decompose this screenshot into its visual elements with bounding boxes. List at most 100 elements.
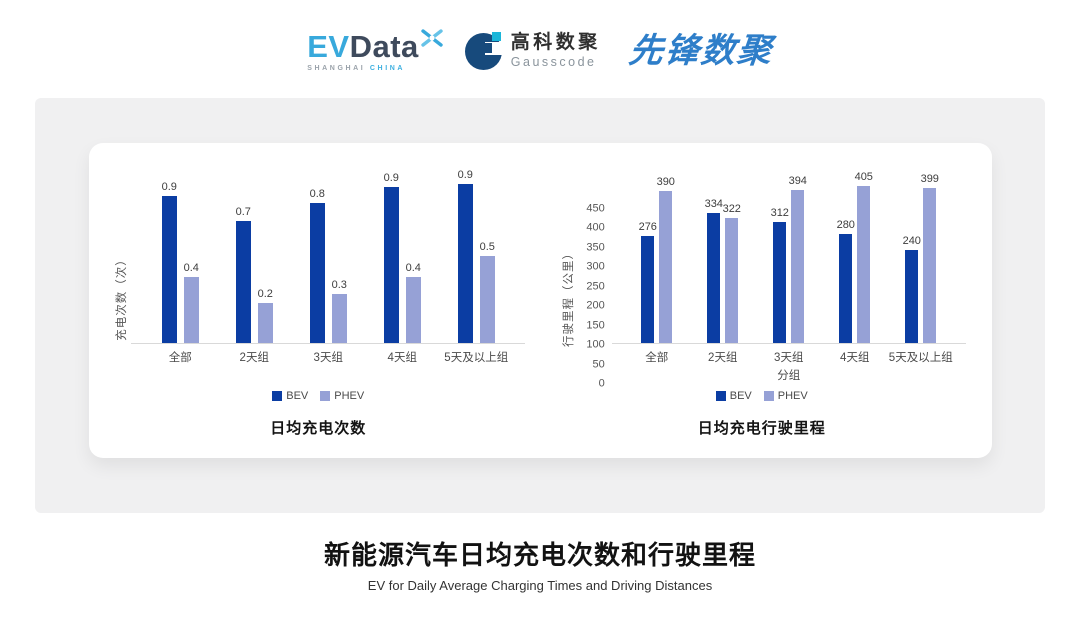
bar-group: 276 390 <box>624 176 690 343</box>
value-label: 334 <box>704 198 723 211</box>
legend: BEV PHEV <box>272 389 364 403</box>
evdata-ev-text: EV <box>307 28 350 64</box>
legend-label: PHEV <box>777 390 808 402</box>
evdata-subtitle: SHANGHAI CHINA <box>307 65 443 72</box>
y-axis-label: 行驶里程（公里） <box>562 246 575 347</box>
x-tick-label: 3天组 <box>774 352 804 364</box>
bar-group: 0.9 0.4 <box>365 172 439 343</box>
x-tick-label: 3天组 <box>313 352 343 364</box>
plot-area: 276 390 334 322 312 394 280 405 240 399 <box>611 169 966 344</box>
legend-label: PHEV <box>334 390 365 402</box>
value-label: 322 <box>722 202 741 215</box>
x-tick-label: 4天组 <box>840 352 870 364</box>
y-tick-label: 0 <box>598 377 605 390</box>
plot-area: 0.9 0.4 0.7 0.2 0.8 0.3 0.9 0.4 0.9 0.5 <box>131 169 526 344</box>
value-label: 0.4 <box>405 261 421 274</box>
value-label: 0.8 <box>309 188 325 200</box>
bar-bev: 280 <box>837 219 855 343</box>
bar-bev: 0.9 <box>458 169 473 343</box>
bar-phev: 0.3 <box>332 279 347 343</box>
g-icon-square <box>481 42 492 53</box>
y-tick-label: 400 <box>586 221 605 234</box>
gausscode-logo: 高科数聚 Gausscode <box>464 31 601 70</box>
bar-bev: 0.8 <box>310 188 325 343</box>
value-label: 0.7 <box>235 205 251 218</box>
legend-item-phev: PHEV <box>320 390 364 402</box>
evdata-data-text: Data <box>349 28 419 64</box>
x-tick-label: 全部 <box>168 352 192 364</box>
bar-phev: 0.5 <box>480 241 495 343</box>
charts-panel: 充电次数（次） 0.9 0.4 0.7 0.2 0.8 0.3 0.9 0.4 0.9 0.5 全部 2… <box>35 98 1045 513</box>
legend-label: BEV <box>729 390 752 402</box>
x-tick-label: 2天组 <box>708 352 738 364</box>
bar-phev: 390 <box>657 176 675 343</box>
gausscode-g-icon <box>464 31 506 70</box>
value-label: 394 <box>788 174 807 187</box>
legend-item-bev: BEV <box>715 390 752 402</box>
x-tick-label: 5天及以上组 <box>888 352 953 364</box>
bar-group: 334 322 <box>690 198 756 343</box>
value-label: 0.9 <box>161 181 177 193</box>
page-title: 新能源汽车日均充电次数和行驶里程 <box>323 540 756 570</box>
x-tick-label: 4天组 <box>387 352 417 364</box>
value-label: 0.3 <box>331 279 347 291</box>
bar-group: 0.9 0.5 <box>439 169 513 343</box>
page: EV Data SHANGHAI CHINA 高科数聚 Gausscode <box>0 20 1080 593</box>
bar-bev: 240 <box>903 235 921 343</box>
y-tick-label: 100 <box>586 338 605 351</box>
bar-phev: 405 <box>855 171 873 343</box>
value-label: 280 <box>836 219 855 232</box>
chart-daily-driving-distance: 行驶里程（公里） 0 50 100 150 200 250 300 350 400 450 276 39… <box>540 169 984 458</box>
plot-column: 276 390 334 322 312 394 280 405 240 399 全部 2天组 3天组 4天… <box>611 169 966 384</box>
legend-swatch-bev <box>272 391 283 401</box>
y-axis-label-wrap: 充电次数（次） <box>111 209 131 384</box>
bar-group: 280 405 <box>822 171 888 343</box>
legend-swatch-phev <box>763 391 774 401</box>
chart-title: 日均充电次数 <box>270 420 367 437</box>
x-axis-label <box>131 367 525 384</box>
page-subtitle: EV for Daily Average Charging Times and … <box>367 578 713 593</box>
bar-phev: 394 <box>789 175 807 343</box>
legend-item-bev: BEV <box>272 390 308 402</box>
chart-area: 行驶里程（公里） 0 50 100 150 200 250 300 350 400 450 276 39… <box>558 169 966 389</box>
y-tick-label: 250 <box>586 280 605 293</box>
legend-item-phev: PHEV <box>763 390 808 402</box>
value-label: 240 <box>902 234 921 247</box>
bar-bev: 0.7 <box>236 206 251 343</box>
y-axis-label: 充电次数（次） <box>116 252 129 341</box>
bar-phev: 0.4 <box>406 262 421 343</box>
bar-group: 0.9 0.4 <box>143 181 217 343</box>
x-axis-label: 分组 <box>777 370 801 382</box>
sparkle-icon <box>421 28 443 47</box>
bar-bev: 312 <box>771 207 789 343</box>
evdata-china-text: CHINA <box>369 64 406 72</box>
legend: BEV PHEV <box>715 389 808 403</box>
bar-bev: 0.9 <box>384 172 399 343</box>
bar-phev: 322 <box>723 203 741 343</box>
chart-area: 充电次数（次） 0.9 0.4 0.7 0.2 0.8 0.3 0.9 0.4 0.9 0.5 全部 2… <box>111 169 526 384</box>
y-tick-label: 150 <box>586 319 605 332</box>
gausscode-en-name: Gausscode <box>510 54 597 69</box>
bar-bev: 334 <box>705 198 723 343</box>
bar-bev: 276 <box>639 221 657 343</box>
y-tick-label: 300 <box>586 260 605 273</box>
y-tick-label: 200 <box>586 299 605 312</box>
x-tick-label: 全部 <box>645 352 669 364</box>
value-label: 312 <box>770 206 789 219</box>
evdata-shanghai-text: SHANGHAI <box>307 64 366 72</box>
chart-title: 日均充电行驶里程 <box>697 420 826 437</box>
bar-group: 0.7 0.2 <box>217 206 291 343</box>
logo-header: EV Data SHANGHAI CHINA 高科数聚 Gausscode <box>0 20 1080 82</box>
bar-bev: 0.9 <box>162 181 177 343</box>
plot-column: 0.9 0.4 0.7 0.2 0.8 0.3 0.9 0.4 0.9 0.5 全部 2天组 3天组 4天… <box>131 169 526 384</box>
y-axis-label-wrap: 行驶里程（公里） <box>558 209 578 384</box>
y-tick-label: 450 <box>586 202 605 215</box>
gausscode-text: 高科数聚 Gausscode <box>510 32 601 69</box>
category-row: 全部 2天组 3天组 4天组 5天及以上组 <box>131 349 525 365</box>
y-tick-label: 50 <box>592 358 605 371</box>
value-label: 0.5 <box>479 240 495 253</box>
chart-daily-charging-times: 充电次数（次） 0.9 0.4 0.7 0.2 0.8 0.3 0.9 0.4 0.9 0.5 全部 2… <box>97 169 541 458</box>
y-tick-label: 350 <box>586 241 605 254</box>
value-label: 0.9 <box>457 168 473 181</box>
value-label: 276 <box>638 220 657 233</box>
